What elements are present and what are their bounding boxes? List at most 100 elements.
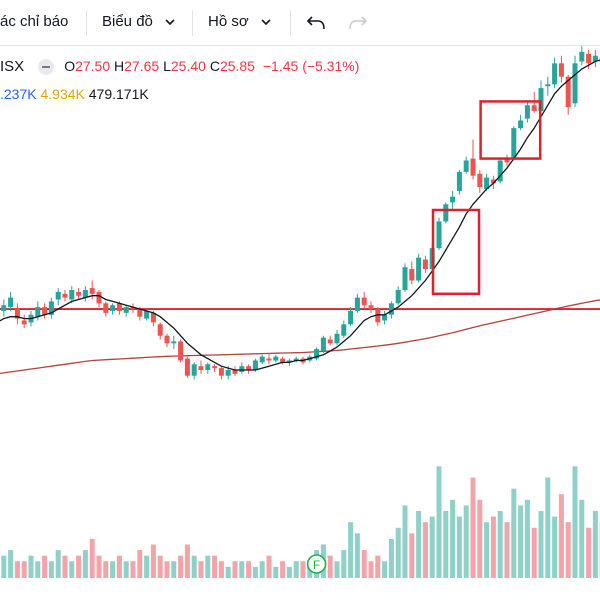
volume-bar [409, 533, 415, 578]
candle-body [497, 160, 503, 182]
candle-body [518, 120, 524, 129]
candle-body [388, 303, 394, 315]
candle-body [511, 128, 517, 159]
candle-body [354, 297, 360, 311]
volume-bar [273, 566, 279, 578]
volume-bar [157, 555, 163, 578]
volume-bar [218, 561, 224, 578]
volume-bar [252, 566, 258, 578]
volume-bar [545, 477, 551, 578]
redo-icon[interactable] [348, 14, 368, 32]
volume-bar [592, 511, 598, 578]
candle-body [42, 307, 48, 315]
candle-body [490, 179, 496, 184]
volume-bar [354, 533, 360, 578]
ohlc-legend: ISX O27.50 H27.65 L25.40 C25.85 −1.45 (−5… [0, 58, 359, 76]
highlight-boxes[interactable] [431, 100, 542, 296]
highlight-box [431, 208, 481, 296]
volume-bar [293, 561, 299, 578]
candle-body [524, 105, 530, 119]
volume-bar [28, 555, 34, 578]
volume-bar [123, 561, 129, 578]
volume-bar [69, 561, 75, 578]
volume-bar [82, 550, 88, 578]
volume-bar [164, 561, 170, 578]
candle-body [552, 63, 558, 85]
volume-bar [76, 555, 82, 578]
volume-bar [490, 516, 496, 578]
volume-bar [531, 527, 537, 578]
candle-body [246, 366, 252, 370]
profile-dropdown[interactable]: Hồ sơ [208, 13, 271, 30]
candle-body [334, 333, 340, 344]
candle-body [409, 269, 415, 281]
volume-bar [422, 522, 428, 578]
candle-body [280, 358, 286, 363]
high-value: 27.65 [124, 58, 160, 74]
volume-bar [55, 550, 61, 578]
open-label: O [64, 58, 76, 74]
candle-body [8, 297, 14, 308]
candle-body [82, 290, 88, 298]
volume-bar [42, 555, 48, 578]
volume-bar [103, 561, 109, 578]
candle-body [592, 55, 598, 62]
indicators-button[interactable]: ác chỉ báo [0, 13, 68, 30]
candle-body [191, 364, 197, 376]
candle-body [62, 293, 68, 298]
candle-body [470, 158, 476, 176]
volume-bar [21, 561, 27, 578]
volume-bar [232, 561, 238, 578]
candle-body [422, 259, 428, 270]
candle-body [205, 364, 211, 370]
volume-bar [1, 555, 7, 578]
candle-body [89, 288, 95, 294]
candle-body [395, 290, 401, 304]
volume-bar [416, 511, 422, 578]
volume-bar [96, 555, 102, 578]
candle-body [504, 158, 510, 163]
collapse-icon[interactable] [38, 59, 55, 76]
undo-icon[interactable] [306, 14, 326, 32]
candle-body [348, 310, 354, 325]
marker-label: F [313, 558, 320, 572]
volume-bar [280, 561, 286, 578]
volume-bar [443, 511, 449, 578]
candle-body [558, 63, 564, 77]
candle-body [586, 53, 592, 64]
marker-circle [306, 554, 327, 574]
chart-type-label: Biểu đồ [102, 13, 153, 30]
volume-bar [552, 516, 558, 578]
candle-body [327, 339, 333, 344]
candle-body [538, 88, 544, 111]
candle-body [443, 204, 449, 222]
volume-bar [361, 550, 367, 578]
volume-bar [511, 488, 517, 578]
volume-bar [586, 527, 592, 578]
candle-body [225, 370, 231, 376]
volume-bar [341, 550, 347, 578]
markers[interactable]: F [306, 554, 327, 574]
candle-body [579, 51, 585, 62]
candle-body [69, 290, 75, 300]
volume-legend: .237K 4.934K 479.171K [0, 86, 149, 102]
candle-body [150, 312, 156, 323]
close-label: C [209, 58, 220, 74]
chart-type-dropdown[interactable]: Biểu đồ [102, 13, 175, 30]
volume-bar [388, 538, 394, 578]
volume-bar [198, 561, 204, 578]
candle-body [21, 320, 27, 325]
volume-bars [1, 466, 600, 578]
candle-body [320, 337, 326, 351]
candle-body [212, 366, 218, 369]
candle-body [402, 267, 408, 290]
candle-body [164, 335, 170, 344]
volume-bar [402, 505, 408, 578]
volume-bar [463, 505, 469, 578]
volume-bar [375, 555, 381, 578]
toolbar-divider [192, 10, 193, 36]
chevron-down-icon [165, 19, 175, 26]
candle-body [484, 177, 490, 190]
high-label: H [114, 58, 125, 74]
price-chart[interactable]: F [0, 46, 600, 600]
